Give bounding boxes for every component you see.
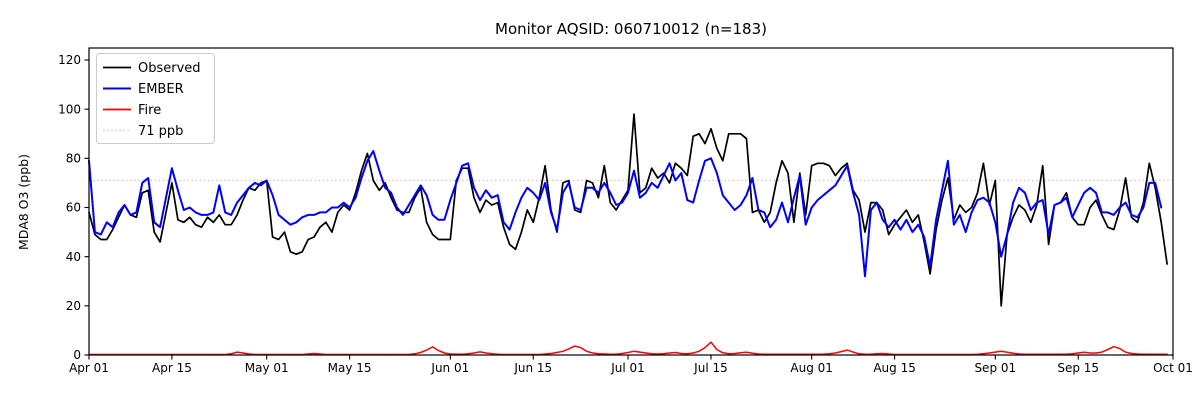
x-tick-label: Apr 01 <box>69 361 109 375</box>
x-tick-label: Jun 01 <box>430 361 469 375</box>
x-tick-label: Oct 01 <box>1153 361 1193 375</box>
y-tick-label: 120 <box>58 53 81 67</box>
y-tick-label: 80 <box>66 152 81 166</box>
y-tick-label: 0 <box>73 348 81 362</box>
ember-line <box>88 150 1163 278</box>
y-tick-label: 40 <box>66 250 81 264</box>
x-tick-label: May 15 <box>328 361 372 375</box>
axes-spines <box>88 47 1174 356</box>
legend-entry-label: EMBER <box>138 82 184 97</box>
y-axis-label: MDA8 O3 (ppb) <box>16 154 31 250</box>
x-tick-label: Jun 15 <box>513 361 552 375</box>
legend-box <box>96 53 215 144</box>
x-tick-label: Aug 01 <box>790 361 833 375</box>
x-tick-label: Sep 01 <box>974 361 1016 375</box>
chart-title: Monitor AQSID: 060710012 (n=183) <box>495 20 767 38</box>
x-tick-label: May 01 <box>245 361 289 375</box>
plot-area: 0 20 40 60 80 100 120 Apr 01 Apr 15 May 01 May 15 J… <box>58 47 1193 375</box>
x-tick-label: Apr 15 <box>152 361 192 375</box>
observed-line <box>88 113 1168 307</box>
x-tick-label: Jul 01 <box>610 361 645 375</box>
y-tick-label: 100 <box>58 102 81 116</box>
y-tick-label: 60 <box>66 201 81 215</box>
legend-entry-label: 71 ppb <box>138 124 183 139</box>
x-tick-label: Aug 15 <box>873 361 916 375</box>
x-tick-label: Jul 15 <box>693 361 728 375</box>
legend-entry-label: Fire <box>138 103 161 118</box>
x-tick-label: Sep 15 <box>1057 361 1099 375</box>
y-tick-label: 20 <box>66 299 81 313</box>
legend-entry-label: Observed <box>138 61 201 76</box>
fire-line <box>88 341 1168 356</box>
